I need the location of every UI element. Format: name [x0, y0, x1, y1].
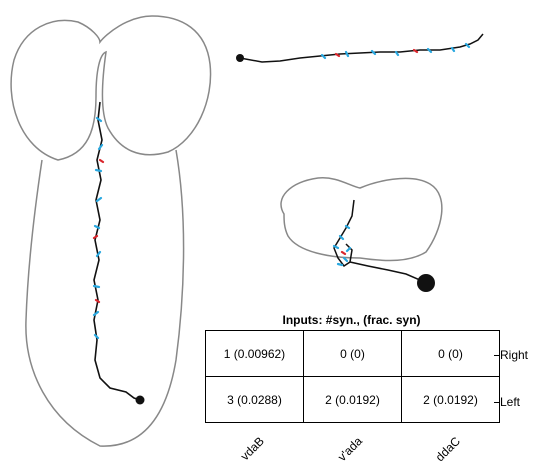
- lateral-soma: [236, 54, 244, 62]
- table-row: 1 (0.00962) 0 (0) 0 (0): [205, 330, 500, 377]
- table-cell: 2 (0.0192): [303, 376, 402, 423]
- dorsal-soma: [135, 395, 145, 405]
- row-label-left: Left: [500, 395, 521, 409]
- table-cell: 1 (0.00962): [205, 330, 304, 377]
- lateral-synapses: [320, 42, 471, 60]
- cross-section-soma: [417, 274, 435, 292]
- dorsal-synapses: [92, 116, 105, 340]
- ventral-nerve-cord-outline: [25, 149, 185, 447]
- table-title: Inputs: #syn., (frac. syn): [282, 313, 421, 327]
- dorsal-view: [10, 15, 212, 447]
- row-tick-right: [494, 355, 499, 356]
- cross-section-neuron-arbor: [333, 199, 427, 284]
- cross-section-outline: [280, 177, 443, 262]
- cross-section-synapses: [332, 224, 352, 267]
- table-row: 3 (0.0288) 2 (0.0192) 2 (0.0192): [205, 376, 500, 423]
- left-brain-hemisphere-outline: [10, 15, 212, 161]
- lateral-view: [236, 33, 484, 63]
- row-label-right: Right: [500, 348, 529, 362]
- dorsal-neuron-arbor: [93, 101, 141, 401]
- table-cell: 0 (0): [303, 330, 402, 377]
- synapse-input-table: 1 (0.00962) 0 (0) 0 (0) 3 (0.0288) 2 (0.…: [205, 330, 500, 423]
- table-cell: 3 (0.0288): [205, 376, 304, 423]
- row-tick-left: [494, 402, 499, 403]
- cross-section-view: [280, 177, 443, 292]
- lateral-neuron-arbor: [239, 33, 484, 63]
- table-cell: 2 (0.0192): [401, 376, 500, 423]
- table-cell: 0 (0): [401, 330, 500, 377]
